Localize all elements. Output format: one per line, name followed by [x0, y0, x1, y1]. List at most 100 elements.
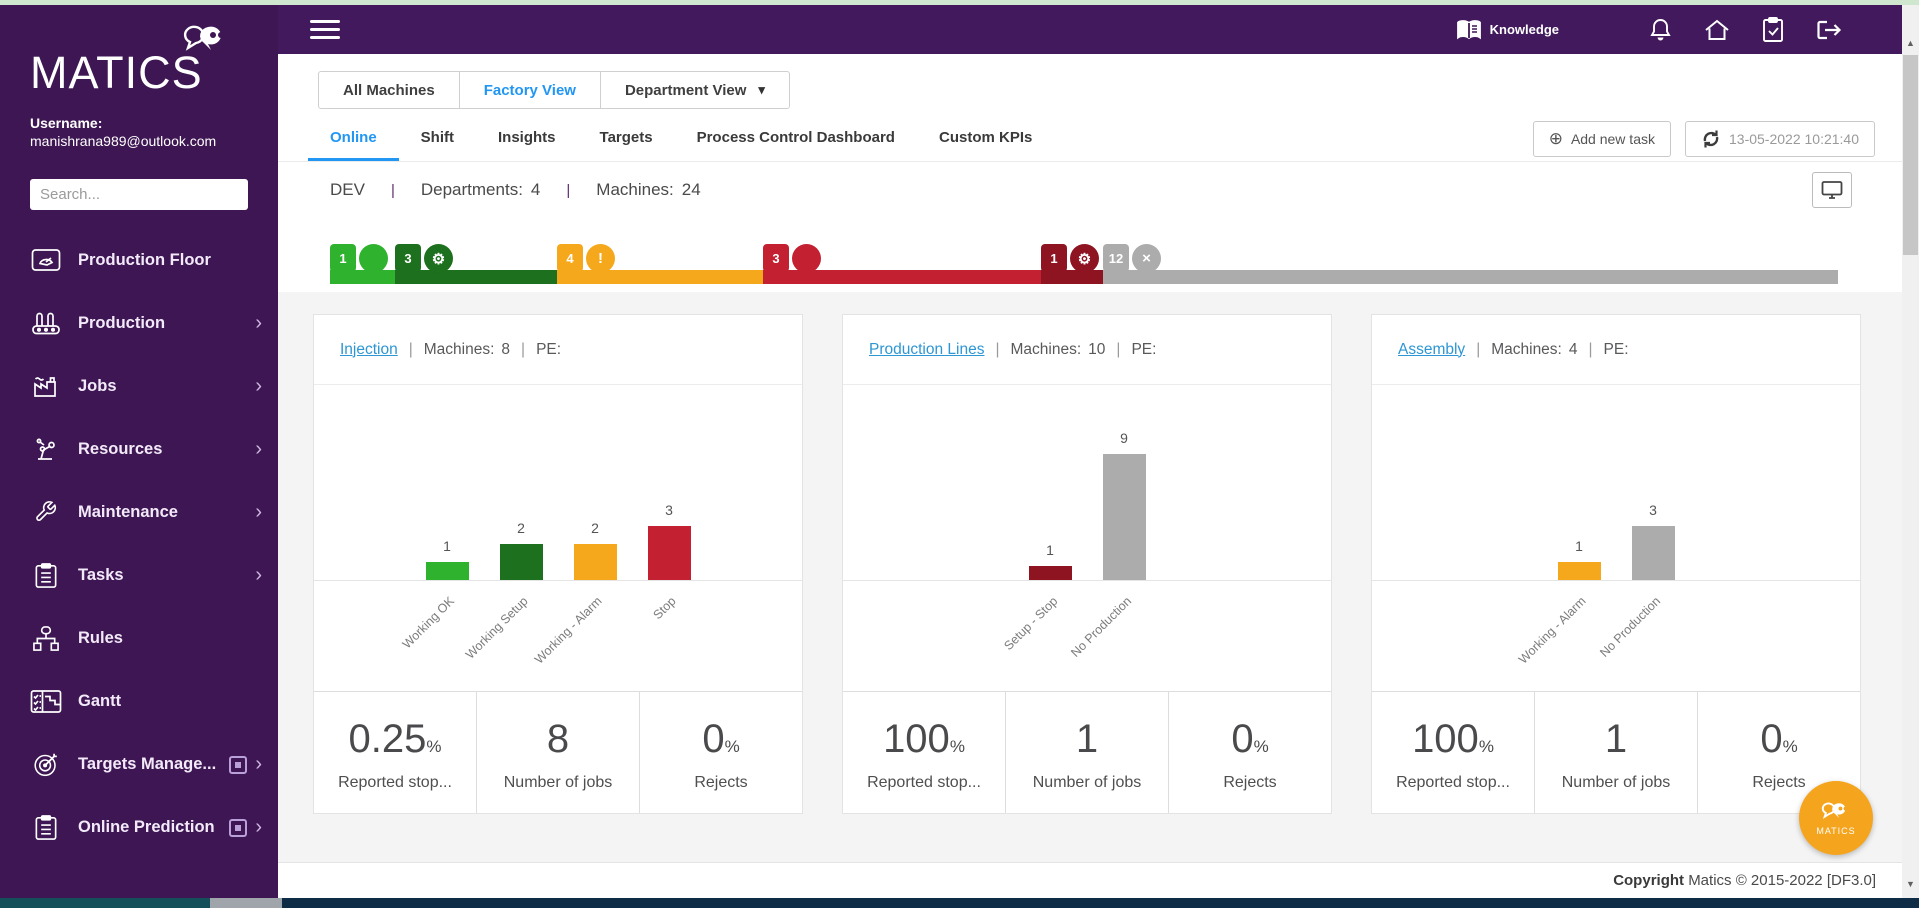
card-stats-row: 100% Reported stop... 1 Number of jobs 0% Rej…: [843, 691, 1331, 813]
plus-circle-icon: ⊕: [1548, 128, 1563, 148]
stat-value: 100%: [1412, 717, 1494, 761]
separator: |: [1116, 340, 1121, 358]
departments-value: 4: [530, 180, 541, 199]
matics-bubble-icon: [180, 23, 232, 66]
stat-unit: %: [1478, 737, 1494, 756]
notifications-bell-icon[interactable]: [1649, 17, 1672, 42]
tab-process-control-dashboard[interactable]: Process Control Dashboard: [696, 128, 895, 146]
status-count: 1: [1041, 244, 1068, 272]
hamburger-menu-icon[interactable]: [310, 15, 340, 44]
module-badge-icon: [229, 755, 248, 774]
sidebar-item-tasks[interactable]: Tasks ›: [0, 544, 278, 607]
tab-insights[interactable]: Insights: [498, 128, 556, 146]
sidebar-item-rules[interactable]: Rules: [0, 607, 278, 670]
status-segment[interactable]: [394, 270, 557, 284]
stat-value: 0.25%: [348, 717, 442, 761]
card-header: Injection | Machines: 8 | PE:: [314, 315, 802, 385]
status-segment-chip[interactable]: 1 ⚙: [1041, 244, 1100, 273]
display-view-button[interactable]: [1812, 172, 1852, 208]
stat-label: Reported stop...: [1396, 774, 1510, 791]
clipboard-check-icon[interactable]: [1762, 16, 1784, 43]
status-segment-chip[interactable]: 3 ⚙: [394, 244, 453, 273]
tab-custom-kpis[interactable]: Custom KPIs: [938, 128, 1033, 146]
tab-shift[interactable]: Shift: [420, 128, 454, 146]
add-new-task-label: Add new task: [1570, 130, 1655, 147]
tab-online[interactable]: Online: [308, 116, 399, 161]
department-link[interactable]: Production Lines: [869, 340, 985, 358]
status-segment[interactable]: [556, 270, 763, 284]
knowledge-button[interactable]: Knowledge: [1456, 19, 1559, 41]
status-segment-chip[interactable]: 3: [762, 244, 821, 273]
refresh-timestamp-button[interactable]: 13-05-2022 10:21:40: [1685, 120, 1875, 157]
view-tabs: All Machines Factory View Department View ▾: [318, 71, 1902, 109]
timestamp: 13-05-2022 10:21:40: [1729, 130, 1859, 147]
bar-category-label: Stop: [650, 594, 679, 623]
stat-cell: 1 Number of jobs: [1534, 692, 1697, 813]
view-tab-label: Factory View: [483, 81, 576, 99]
sidebar-item-online-prediction[interactable]: Online Prediction ›: [0, 796, 278, 859]
machines-value: 24: [681, 180, 701, 199]
stat-cell: 0% Rejects: [1168, 692, 1331, 813]
stat-cell: 100% Reported stop...: [1372, 692, 1534, 813]
chart-bar: 1 Working - Alarm: [1516, 538, 1601, 667]
matics-chat-fab[interactable]: MATICS: [1799, 781, 1873, 855]
status-segment[interactable]: [1102, 270, 1838, 284]
status-segment-chip[interactable]: 1: [330, 244, 388, 273]
card-stats-row: 0.25% Reported stop... 8 Number of jobs 0% Re…: [314, 691, 802, 813]
stat-label: Reported stop...: [867, 774, 981, 791]
view-tab-all-machines[interactable]: All Machines: [318, 71, 460, 109]
logout-icon[interactable]: [1816, 18, 1842, 42]
home-icon[interactable]: [1704, 18, 1730, 42]
search-input[interactable]: [30, 179, 248, 210]
sidebar-item-production[interactable]: Production ›: [0, 292, 278, 355]
department-cards: Injection | Machines: 8 | PE: 1 Working OK 2 Work…: [278, 292, 1902, 862]
status-segment[interactable]: [1040, 270, 1103, 284]
sidebar-item-resources[interactable]: Resources ›: [0, 418, 278, 481]
sidebar-item-maintenance[interactable]: Maintenance ›: [0, 481, 278, 544]
sub-tabs: Online Shift Insights Targets Process Contro…: [308, 116, 1054, 161]
summary-row: DEV | Departments: 4 | Machines: 24: [278, 162, 1902, 218]
tab-targets[interactable]: Targets: [599, 128, 653, 146]
status-segment[interactable]: [762, 270, 1041, 284]
scroll-down-arrow[interactable]: ▼: [1906, 879, 1915, 889]
topbar: Knowledge: [278, 5, 1902, 54]
card-stats-row: 100% Reported stop... 1 Number of jobs 0% Rej…: [1372, 691, 1860, 813]
sidebar-item-gantt[interactable]: Gantt: [0, 670, 278, 733]
status-segment[interactable]: [330, 270, 395, 284]
card-pe-label: PE:: [536, 340, 562, 358]
sidebar-item-targets-manage[interactable]: Targets Manage... ›: [0, 733, 278, 796]
production-icon: [30, 310, 62, 337]
stat-value: 1: [1075, 717, 1099, 761]
view-tab-label: All Machines: [343, 81, 435, 99]
card-machines-value: 4: [1568, 340, 1578, 358]
status-segment-chip[interactable]: 4!: [556, 244, 615, 273]
view-tab-factory-view[interactable]: Factory View: [458, 71, 601, 109]
department-card: Assembly | Machines: 4 | PE: 1 Working - Alarm 3…: [1371, 314, 1861, 814]
sidebar-item-label: Online Prediction: [78, 818, 215, 836]
status-segment-chip[interactable]: 12 ×: [1103, 244, 1161, 273]
sidebar-item-production-floor[interactable]: Production Floor: [0, 229, 278, 292]
chart-bar: 2 Working - Alarm: [532, 520, 617, 667]
tasks-icon: [30, 562, 62, 589]
targets-icon: [30, 751, 62, 778]
bar-value-label: 1: [443, 538, 451, 554]
status-circle-icon: [791, 244, 821, 273]
footer: Copyright Matics © 2015-2022 [DF3.0]: [278, 862, 1902, 898]
chart-bar: 3 No Production: [1597, 502, 1675, 660]
bar-category-label: Working - Alarm: [1516, 594, 1589, 667]
gantt-icon: [30, 688, 62, 715]
rules-icon: [30, 625, 62, 652]
department-link[interactable]: Injection: [340, 340, 398, 358]
department-link[interactable]: Assembly: [1398, 340, 1466, 358]
bar-category-label: Working - Alarm: [532, 594, 605, 667]
scrollbar-thumb[interactable]: [1903, 55, 1918, 255]
sidebar-item-jobs[interactable]: Jobs ›: [0, 355, 278, 418]
maintenance-icon: [30, 499, 62, 526]
stat-label: Rejects: [694, 774, 748, 791]
stat-unit: %: [426, 737, 442, 756]
scroll-up-arrow[interactable]: ▲: [1906, 38, 1915, 48]
view-tab-department-view[interactable]: Department View ▾: [599, 71, 790, 109]
chevron-right-icon: ›: [255, 501, 262, 523]
card-machines-label: Machines:: [1491, 340, 1562, 358]
add-new-task-button[interactable]: ⊕ Add new task: [1532, 120, 1671, 157]
